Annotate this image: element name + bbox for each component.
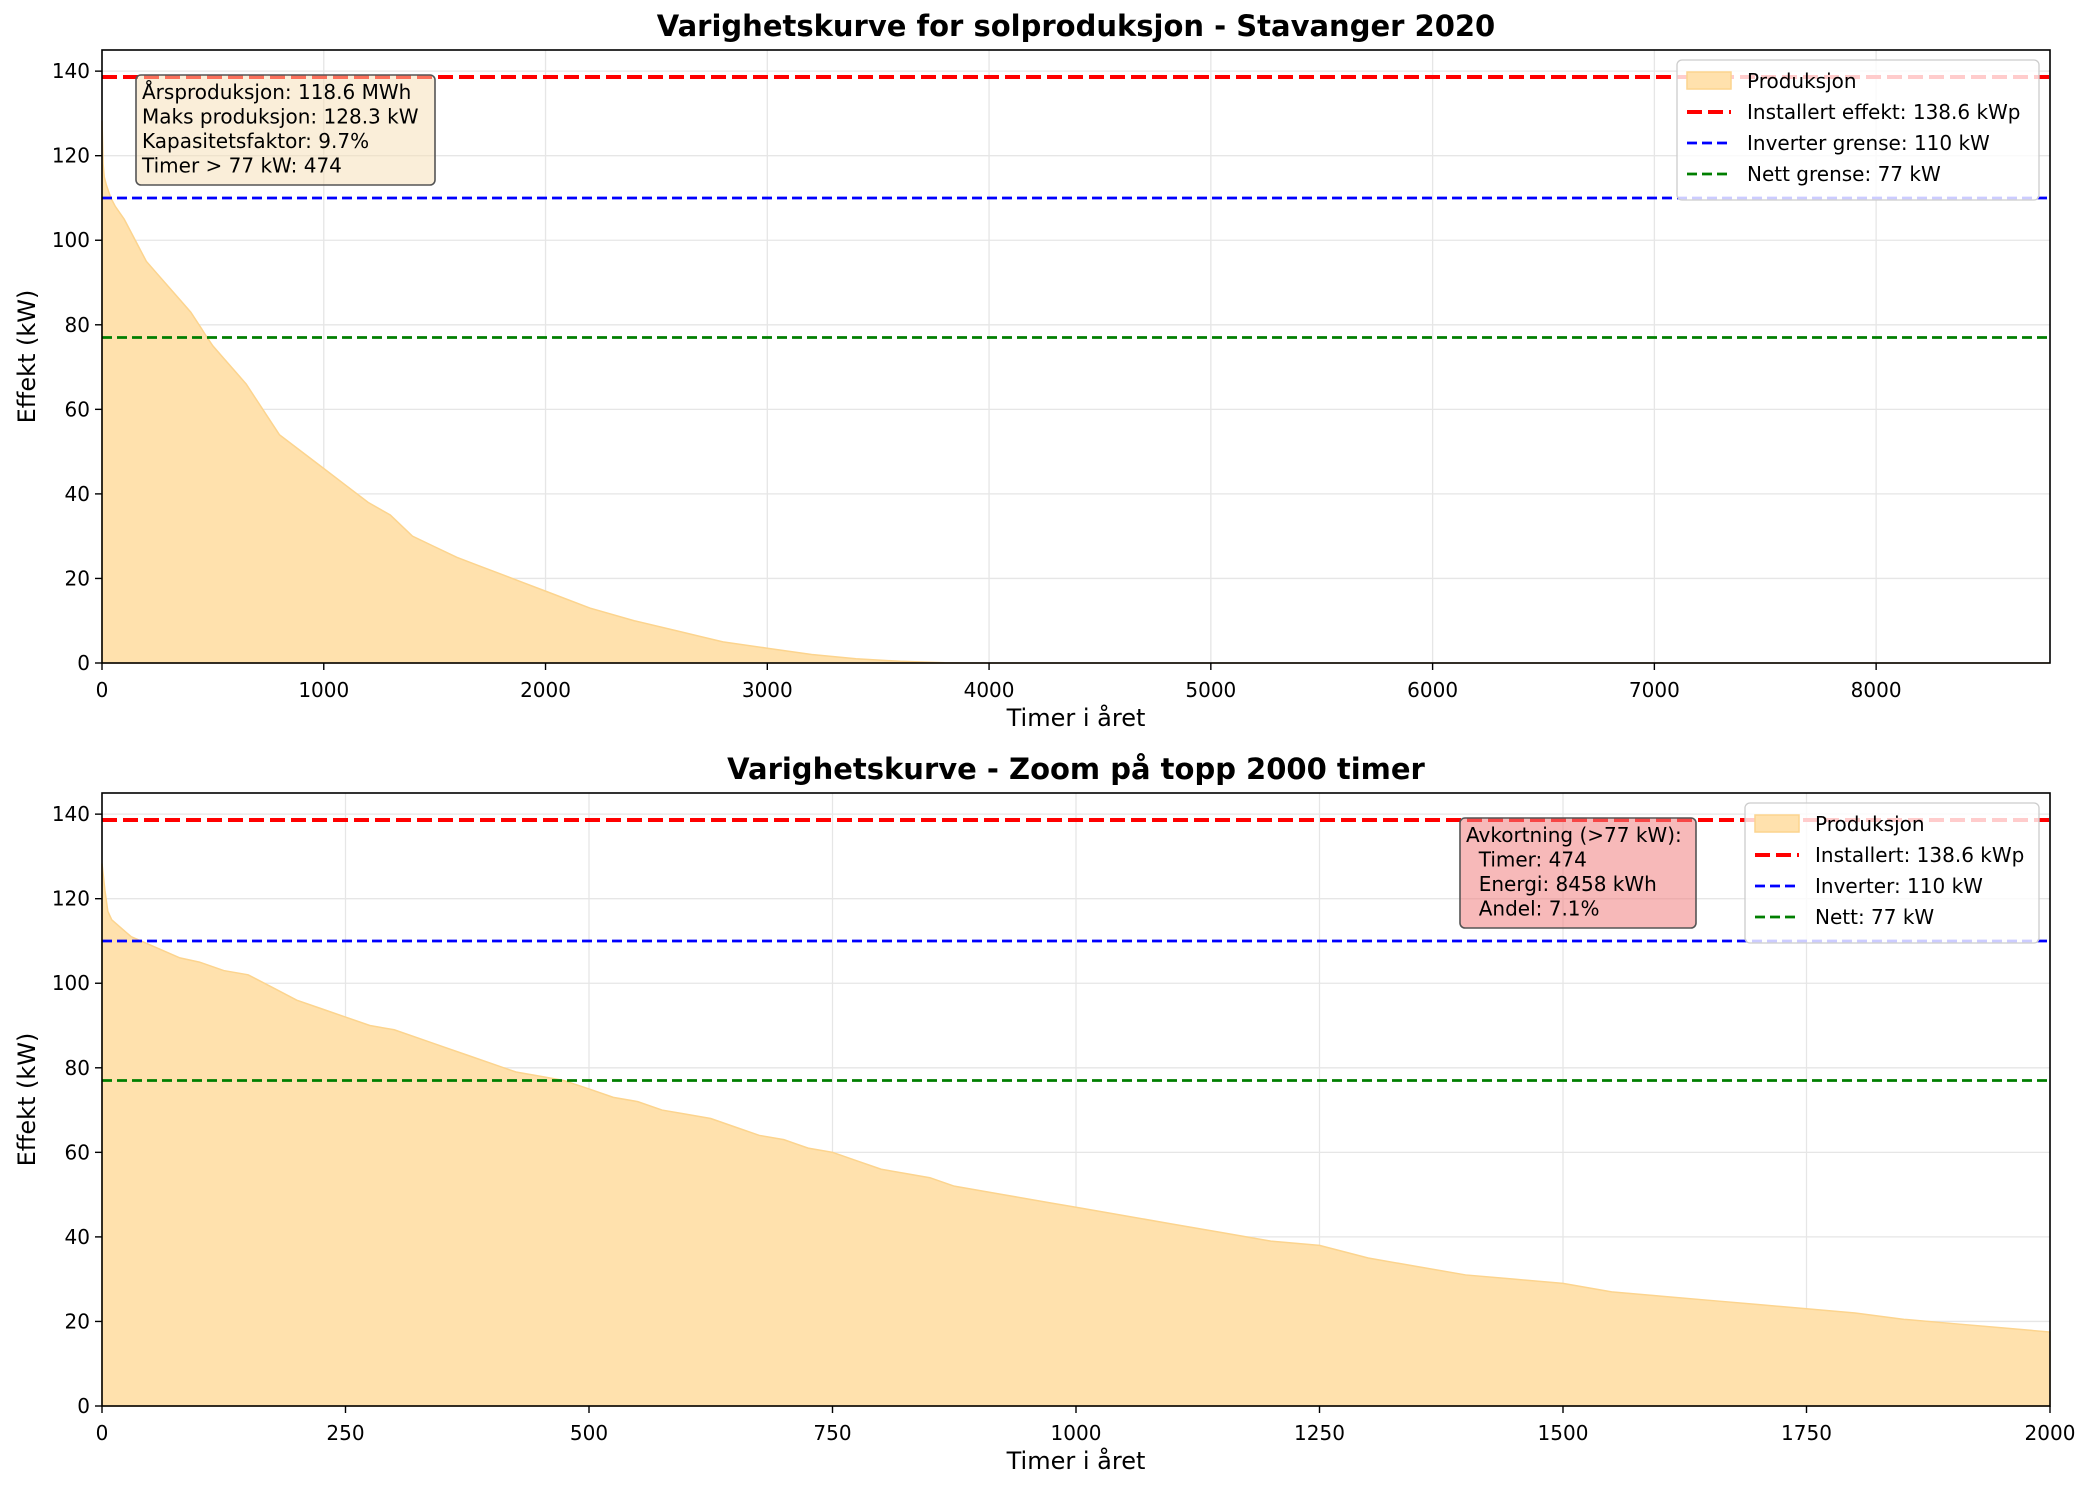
y-tick-label: 140 [52, 59, 90, 83]
legend-label: Nett grense: 77 kW [1747, 162, 1941, 186]
y-tick-label: 20 [65, 1309, 90, 1333]
y-tick-label: 40 [65, 482, 90, 506]
y-tick-label: 100 [52, 228, 90, 252]
y-tick-label: 60 [65, 1140, 90, 1164]
statistics-annotation-box [135, 74, 436, 186]
legend-label: Produksjon [1747, 69, 1857, 93]
legend-label: Inverter: 110 kW [1815, 874, 1983, 898]
x-tick-label: 0 [96, 678, 109, 702]
x-tick-label: 2000 [520, 678, 571, 702]
y-tick-label: 60 [65, 397, 90, 421]
x-tick-label: 500 [570, 1421, 608, 1445]
x-tick-label: 1500 [1538, 1421, 1589, 1445]
annotation-line: Andel: 7.1% [1466, 897, 1600, 921]
x-tick-label: 0 [96, 1421, 109, 1445]
x-tick-label: 1250 [1294, 1421, 1345, 1445]
legend-label: Produksjon [1815, 812, 1925, 836]
x-tick-label: 5000 [1185, 678, 1236, 702]
x-tick-label: 2000 [2025, 1421, 2076, 1445]
annotation-line: Timer: 474 [1466, 848, 1587, 872]
y-tick-label: 0 [77, 651, 90, 675]
y-tick-label: 140 [52, 802, 90, 826]
production-area [101, 863, 2051, 1407]
legend-label: Inverter grense: 110 kW [1747, 131, 1990, 155]
annotation-line: Energi: 8458 kWh [1466, 872, 1657, 896]
x-tick-label: 6000 [1407, 678, 1458, 702]
annotation-line: Timer > 77 kW: 474 [141, 154, 342, 178]
curtailment-annotation-box [1459, 817, 1697, 929]
y-axis-label: Effekt (kW) [13, 290, 41, 424]
x-tick-label: 4000 [964, 678, 1015, 702]
y-axis-label: Effekt (kW) [13, 1033, 41, 1167]
annotation-line: Maks produksjon: 128.3 kW [142, 105, 419, 129]
plot-frame [101, 49, 2051, 664]
y-tick-label: 80 [65, 313, 90, 337]
legend-label: Installert effekt: 138.6 kWp [1747, 100, 2021, 124]
annotation-line: Avkortning (>77 kW): [1466, 823, 1682, 847]
chart-title: Varighetskurve for solproduksjon - Stava… [657, 9, 1495, 43]
y-tick-label: 120 [52, 144, 90, 168]
annotation-line: Årsproduksjon: 118.6 MWh [142, 80, 411, 104]
chart-panel-zoom-top-2000: Varighetskurve - Zoom på topp 2000 timer… [13, 752, 2075, 1475]
legend-label: Nett: 77 kW [1815, 905, 1934, 929]
x-axis-label: Timer i året [1006, 1446, 1146, 1475]
x-axis-label: Timer i året [1006, 703, 1146, 732]
legend-swatch-production [1686, 71, 1732, 90]
chart-title: Varighetskurve - Zoom på topp 2000 timer [727, 752, 1425, 786]
y-tick-label: 100 [52, 971, 90, 995]
y-tick-label: 40 [65, 1225, 90, 1249]
x-tick-label: 1000 [1051, 1421, 1102, 1445]
legend-box [1744, 802, 2040, 944]
x-tick-label: 8000 [1851, 678, 1902, 702]
legend-label: Installert: 138.6 kWp [1815, 843, 2024, 867]
x-tick-label: 1000 [298, 678, 349, 702]
x-tick-label: 3000 [742, 678, 793, 702]
chart-panel-duration-curve: Varighetskurve for solproduksjon - Stava… [13, 9, 2051, 732]
y-tick-label: 20 [65, 566, 90, 590]
y-tick-label: 120 [52, 887, 90, 911]
x-tick-label: 1750 [1781, 1421, 1832, 1445]
legend-box [1676, 59, 2040, 201]
legend-swatch-production [1754, 814, 1800, 833]
y-tick-label: 80 [65, 1056, 90, 1080]
annotation-line: Kapasitetsfaktor: 9.7% [142, 129, 369, 153]
y-tick-label: 0 [77, 1394, 90, 1418]
x-tick-label: 750 [813, 1421, 851, 1445]
x-tick-label: 7000 [1629, 678, 1680, 702]
production-area [101, 120, 2050, 664]
x-tick-label: 250 [326, 1421, 364, 1445]
